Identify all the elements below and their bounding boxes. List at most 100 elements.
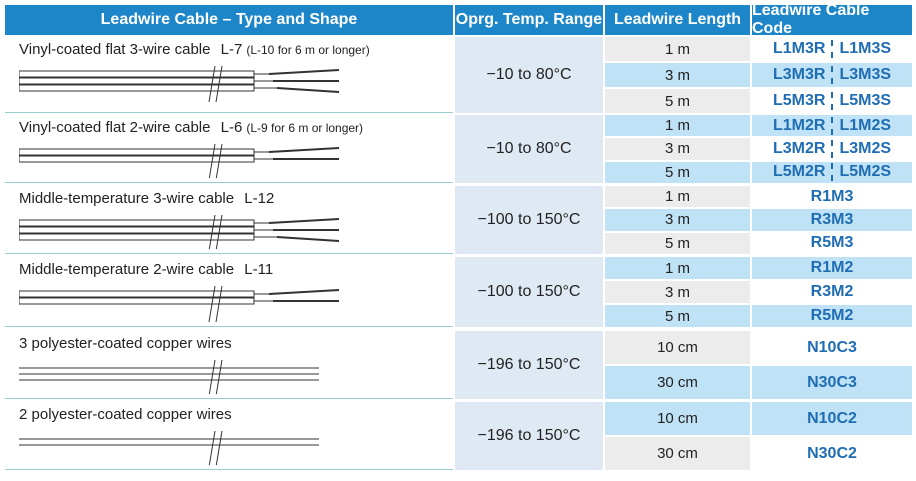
temp-cell: −10 to 80°C: [455, 115, 603, 183]
header-cell: Oprg. Temp. Range: [455, 5, 603, 35]
code: L1M3R: [772, 40, 826, 57]
length-cell: 5 m: [605, 161, 750, 183]
type-cell: 2 polyester-coated copper wires: [5, 402, 453, 470]
cable-title: Vinyl-coated flat 2-wire cable L-6 (L-9 f…: [19, 119, 363, 136]
code-cell: N30C2: [752, 437, 912, 470]
code: N10C2: [807, 409, 857, 427]
code-cell: L5M2R L5M2S: [752, 161, 912, 183]
cable-drawing: [19, 66, 339, 102]
cable-title: 2 polyester-coated copper wires: [19, 406, 232, 423]
cable-drawing: [19, 144, 339, 178]
cable-model: L-7: [220, 41, 243, 58]
cable-title: Middle-temperature 2-wire cable L-11: [19, 261, 273, 278]
length-cell: 3 m: [605, 138, 750, 160]
length-cell: 1 m: [605, 257, 750, 279]
length-cell: 30 cm: [605, 366, 750, 399]
cable-model: L-11: [244, 261, 274, 278]
header-cell: Leadwire Cable – Type and Shape: [5, 5, 453, 35]
code-cell: R3M3: [752, 209, 912, 231]
code: L3M2R: [772, 139, 826, 157]
cable-drawing: [19, 215, 339, 249]
code-cell: N10C2: [752, 402, 912, 435]
cable-name: Middle-temperature 2-wire cable: [19, 261, 235, 278]
code-cell: R5M3: [752, 232, 912, 254]
length-cell: 3 m: [605, 209, 750, 231]
code: N10C3: [807, 338, 857, 356]
type-cell: Middle-temperature 2-wire cable L-11: [5, 257, 453, 327]
code: L3M3S: [839, 66, 892, 83]
temp-cell: −100 to 150°C: [455, 257, 603, 327]
length-cell: 10 cm: [605, 402, 750, 435]
type-cell: Vinyl-coated flat 2-wire cable L-6 (L-9 f…: [5, 115, 453, 183]
code-separator: [831, 163, 834, 182]
length-cell: 1 m: [605, 115, 750, 137]
code-cell: L3M2R L3M2S: [752, 138, 912, 160]
length-cell: 3 m: [605, 281, 750, 303]
header-cell: Leadwire Length: [605, 5, 750, 35]
code: L5M2R: [772, 163, 826, 181]
code-separator: [831, 139, 834, 158]
length-cell: 30 cm: [605, 437, 750, 470]
length-cell: 1 m: [605, 186, 750, 208]
header-cell: Leadwire Cable Code: [752, 2, 912, 37]
temp-cell: −100 to 150°C: [455, 186, 603, 254]
code-cell: N10C3: [752, 331, 912, 364]
type-cell: Middle-temperature 3-wire cable L-12: [5, 186, 453, 254]
code: L1M2S: [839, 116, 892, 134]
code: N30C2: [807, 444, 857, 462]
code-separator: [831, 66, 834, 84]
cable-drawing: [19, 360, 319, 394]
cable-name: 2 polyester-coated copper wires: [19, 406, 232, 423]
code-cell: L1M2R L1M2S: [752, 115, 912, 137]
cable-title: Vinyl-coated flat 3-wire cable L-7 (L-10 …: [19, 41, 370, 58]
cable-name: Vinyl-coated flat 2-wire cable: [19, 119, 211, 136]
temp-cell: −196 to 150°C: [455, 331, 603, 399]
cable-title: Middle-temperature 3-wire cable L-12: [19, 190, 274, 207]
code-cell: R1M2: [752, 257, 912, 279]
cable-name: 3 polyester-coated copper wires: [19, 335, 232, 352]
code-cell: L1M3R L1M3S: [752, 37, 912, 61]
code-cell: N30C3: [752, 366, 912, 399]
code: R3M2: [810, 283, 854, 300]
cable-note: (L-9 for 6 m or longer): [246, 121, 364, 135]
code-separator: [831, 92, 834, 110]
length-cell: 3 m: [605, 63, 750, 87]
temp-cell: −196 to 150°C: [455, 402, 603, 470]
cable-note: (L-10 for 6 m or longer): [246, 43, 370, 57]
type-cell: 3 polyester-coated copper wires: [5, 331, 453, 399]
code-separator: [831, 40, 834, 58]
code-cell: R3M2: [752, 281, 912, 303]
cable-model: L-12: [244, 190, 275, 207]
code: L3M2S: [839, 139, 892, 157]
length-cell: 10 cm: [605, 331, 750, 364]
code: R1M3: [810, 187, 854, 205]
cable-drawing: [19, 286, 339, 322]
code-separator: [831, 116, 834, 135]
cable-name: Middle-temperature 3-wire cable: [19, 190, 235, 207]
length-cell: 5 m: [605, 232, 750, 254]
temp-cell: −10 to 80°C: [455, 37, 603, 113]
code-cell: R1M3: [752, 186, 912, 208]
cable-model: L-6: [220, 119, 243, 136]
code-cell: L3M3R L3M3S: [752, 63, 912, 87]
code: L3M3R: [772, 66, 826, 83]
code: L5M2S: [839, 163, 892, 181]
length-cell: 5 m: [605, 89, 750, 113]
length-cell: 1 m: [605, 37, 750, 61]
code: L5M3R: [772, 92, 826, 109]
type-cell: Vinyl-coated flat 3-wire cable L-7 (L-10 …: [5, 37, 453, 113]
cable-name: Vinyl-coated flat 3-wire cable: [19, 41, 211, 58]
code: L5M3S: [839, 92, 892, 109]
code-cell: R5M2: [752, 305, 912, 327]
length-cell: 5 m: [605, 305, 750, 327]
code: R3M3: [810, 210, 854, 228]
cable-drawing: [19, 431, 319, 465]
code: R5M3: [810, 234, 854, 252]
code: R5M2: [810, 307, 854, 324]
cable-title: 3 polyester-coated copper wires: [19, 335, 232, 352]
code: L1M2R: [772, 116, 826, 134]
code: L1M3S: [839, 40, 892, 57]
code: R1M2: [810, 259, 854, 276]
code: N30C3: [807, 373, 857, 391]
